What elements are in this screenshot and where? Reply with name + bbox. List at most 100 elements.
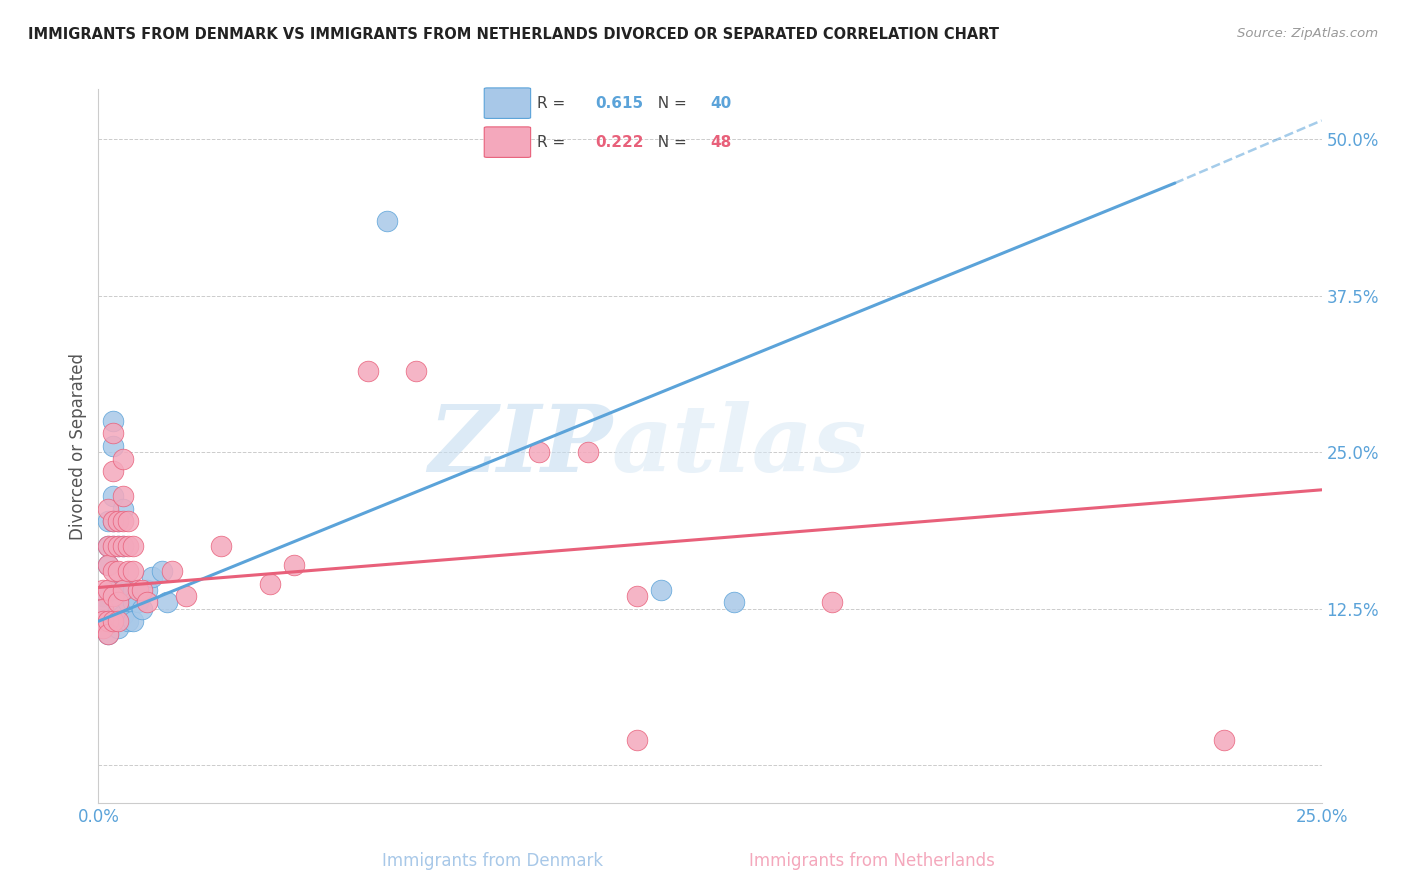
Text: R =: R = (537, 95, 569, 111)
Point (821, 595, 844, 609)
Point (117, 614, 139, 628)
Point (283, 558, 305, 572)
Point (111, 451, 134, 466)
Point (1212, 733, 1234, 747)
Point (111, 582, 134, 597)
Point (111, 539, 134, 553)
Point (91, 621, 114, 635)
Y-axis label: Divorced or Separated: Divorced or Separated (69, 352, 87, 540)
Point (111, 582, 134, 597)
Point (107, 614, 129, 628)
Point (101, 564, 124, 578)
Text: 0.222: 0.222 (596, 135, 644, 150)
Point (101, 414, 124, 428)
Point (117, 582, 139, 597)
Point (101, 514, 124, 528)
Point (121, 582, 143, 597)
Point (97, 558, 120, 572)
Point (127, 582, 149, 597)
Point (117, 539, 139, 553)
Point (101, 614, 124, 628)
Point (117, 595, 139, 609)
Point (111, 514, 134, 528)
Point (141, 570, 163, 584)
Point (626, 733, 648, 747)
Point (136, 582, 159, 597)
Text: Immigrants from Denmark: Immigrants from Denmark (381, 852, 603, 870)
Point (107, 621, 129, 635)
Point (160, 564, 183, 578)
Point (131, 582, 153, 597)
Point (156, 595, 179, 609)
Point (107, 539, 129, 553)
Point (97, 539, 120, 553)
Point (91, 621, 114, 635)
Point (405, 364, 427, 378)
Point (107, 582, 129, 597)
Text: N =: N = (648, 135, 692, 150)
Point (107, 595, 129, 609)
Point (723, 595, 745, 609)
Point (101, 589, 124, 603)
Text: 48: 48 (710, 135, 731, 150)
Point (107, 601, 129, 615)
Point (527, 445, 550, 459)
Text: ZIP: ZIP (427, 401, 612, 491)
Point (107, 514, 129, 528)
Point (107, 514, 129, 528)
Point (209, 539, 232, 553)
Point (101, 426, 124, 441)
Text: N =: N = (648, 95, 692, 111)
Point (91, 614, 114, 628)
Point (117, 564, 139, 578)
Point (101, 582, 124, 597)
Point (375, 213, 398, 227)
Point (101, 489, 124, 503)
Text: Source: ZipAtlas.com: Source: ZipAtlas.com (1237, 27, 1378, 40)
Point (97, 614, 120, 628)
Text: atlas: atlas (612, 401, 868, 491)
Point (97, 627, 120, 641)
FancyBboxPatch shape (484, 127, 530, 157)
Point (97, 501, 120, 516)
Point (150, 564, 173, 578)
Point (101, 614, 124, 628)
Point (101, 539, 124, 553)
Point (91, 589, 114, 603)
Point (121, 539, 143, 553)
Point (107, 539, 129, 553)
Point (176, 589, 198, 603)
Point (626, 589, 648, 603)
Point (101, 439, 124, 453)
Point (97, 582, 120, 597)
Point (91, 601, 114, 615)
Point (121, 614, 143, 628)
FancyBboxPatch shape (484, 88, 530, 119)
Text: 0.615: 0.615 (596, 95, 644, 111)
Point (259, 576, 281, 591)
Point (576, 445, 599, 459)
Point (650, 582, 672, 597)
Text: 40: 40 (710, 95, 731, 111)
Point (111, 501, 134, 516)
Point (91, 601, 114, 615)
Point (101, 464, 124, 478)
Text: Immigrants from Netherlands: Immigrants from Netherlands (749, 852, 994, 870)
Point (111, 607, 134, 622)
Point (117, 514, 139, 528)
Point (101, 539, 124, 553)
Point (107, 564, 129, 578)
Point (127, 595, 149, 609)
Point (97, 627, 120, 641)
Point (91, 614, 114, 628)
Point (121, 564, 143, 578)
Point (136, 595, 159, 609)
Text: R =: R = (537, 135, 569, 150)
Point (111, 539, 134, 553)
Point (111, 489, 134, 503)
Point (356, 364, 378, 378)
Point (131, 601, 153, 615)
Point (97, 614, 120, 628)
Text: IMMIGRANTS FROM DENMARK VS IMMIGRANTS FROM NETHERLANDS DIVORCED OR SEPARATED COR: IMMIGRANTS FROM DENMARK VS IMMIGRANTS FR… (28, 27, 1000, 42)
Point (121, 595, 143, 609)
